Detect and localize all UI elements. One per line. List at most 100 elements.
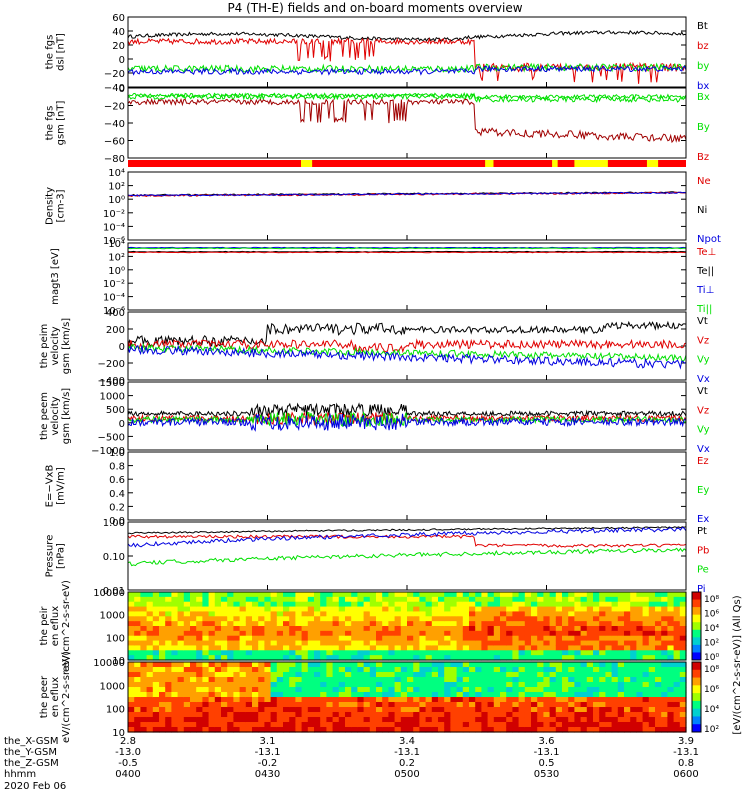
peer-spectrogram-cell [357,707,365,713]
peir-spectrogram-cell [586,611,594,617]
peer-spectrogram-cell [444,707,451,713]
peer-spectrogram-cell [264,717,272,723]
peir-spectrogram-cell [264,616,272,622]
peir-spectrogram-cell [462,626,470,632]
peir-spectrogram-cell [307,640,315,647]
peir-spectrogram-cell [400,596,408,603]
peer-spectrogram-cell [469,707,476,713]
peer-spectrogram-cell [128,727,135,733]
peir-spectrogram-cell [283,621,290,627]
peir-spectrogram-cell [444,611,451,617]
peer-spectrogram-cell [320,667,327,673]
peir-spectrogram-cell [630,601,637,608]
peir-spectrogram-cell [183,650,191,656]
peir-spectrogram-cell [648,640,656,647]
peir-spectrogram-cell [655,616,662,622]
peir-spectrogram-cell [518,655,526,661]
peir-spectrogram-cell [363,611,371,617]
peir-spectrogram-cell [295,596,303,603]
peir-spectrogram-cell [245,611,253,617]
peir-spectrogram-cell [190,645,197,651]
peir-spectrogram-cell [338,655,346,661]
peer-spectrogram-cell [196,707,203,713]
peir-spectrogram-cell [469,611,476,617]
peir-spectrogram-cell [549,596,557,603]
peer-spectrogram-cell [549,682,557,688]
colorbar-swatch [692,700,701,710]
peir-spectrogram-cell [326,606,334,613]
peer-spectrogram-cell [593,692,600,698]
legend-vx: Vx [697,444,710,455]
peir-spectrogram-cell [394,635,402,642]
peir-spectrogram-cell [363,655,371,661]
peir-spectrogram-cell [221,606,228,613]
peir-spectrogram-cell [283,626,290,632]
panel-border [127,87,687,159]
peer-spectrogram-cell [283,712,290,718]
peir-spectrogram-cell [351,635,358,642]
peer-spectrogram-cell [450,692,458,698]
peir-spectrogram-cell [332,616,340,622]
peer-spectrogram-cell [332,677,340,683]
peer-spectrogram-cell [258,677,265,683]
peir-spectrogram-cell [456,655,464,661]
peer-spectrogram-cell [252,677,259,683]
peer-spectrogram-cell [599,707,606,713]
peer-spectrogram-cell [586,672,594,678]
peer-spectrogram-cell [295,672,303,678]
peer-spectrogram-cell [165,727,172,733]
peer-spectrogram-cell [208,702,216,708]
peir-spectrogram-cell [673,640,681,647]
peer-spectrogram-cell [574,697,582,703]
peer-spectrogram-cell [493,682,501,688]
peer-spectrogram-cell [190,677,197,683]
peir-spectrogram-cell [413,640,420,647]
peir-spectrogram-cell [655,640,662,647]
peer-spectrogram-cell [196,712,203,718]
peir-spectrogram-cell [190,596,197,603]
peer-spectrogram-cell [481,662,489,668]
peer-spectrogram-cell [289,682,296,688]
peir-spectrogram-cell [636,606,644,613]
peir-spectrogram-cell [239,616,247,622]
peir-spectrogram-cell [537,592,544,598]
peir-spectrogram-cell [400,645,408,651]
peir-spectrogram-cell [462,611,470,617]
y-axis-label: magt3 [eV] [50,248,61,305]
peer-spectrogram-cell [338,707,346,713]
peer-spectrogram-cell [338,672,346,678]
peer-spectrogram-cell [351,722,358,728]
peir-spectrogram-cell [252,621,259,627]
peer-spectrogram-cell [568,727,575,733]
peir-spectrogram-cell [630,635,637,642]
peir-spectrogram-cell [679,650,687,656]
peer-spectrogram-cell [159,677,166,683]
peer-spectrogram-cell [475,712,482,718]
peer-spectrogram-cell [593,702,600,708]
peir-spectrogram-cell [661,635,668,642]
peer-spectrogram-cell [270,672,278,678]
peir-spectrogram-cell [444,655,451,661]
peer-spectrogram-cell [673,692,681,698]
peir-spectrogram-cell [617,645,625,651]
peer-spectrogram-cell [190,672,197,678]
peir-spectrogram-cell [264,645,272,651]
peir-spectrogram-cell [493,606,501,613]
peir-spectrogram-cell [481,621,489,627]
peir-spectrogram-cell [524,596,532,603]
peer-spectrogram-cell [183,702,191,708]
peer-spectrogram-cell [351,697,358,703]
legend-vz: Vz [697,405,709,416]
legend-pt: Pt [697,526,707,537]
peer-spectrogram-cell [562,667,569,673]
peer-spectrogram-cell [593,677,600,683]
peir-spectrogram-cell [506,635,513,642]
peir-spectrogram-cell [233,626,241,632]
peir-spectrogram-cell [586,596,594,603]
colorbar-swatch [692,622,701,631]
peer-spectrogram-cell [475,702,482,708]
peer-spectrogram-cell [456,662,464,668]
peer-spectrogram-cell [512,712,520,718]
peir-spectrogram-cell [400,635,408,642]
peir-spectrogram-cell [543,640,551,647]
